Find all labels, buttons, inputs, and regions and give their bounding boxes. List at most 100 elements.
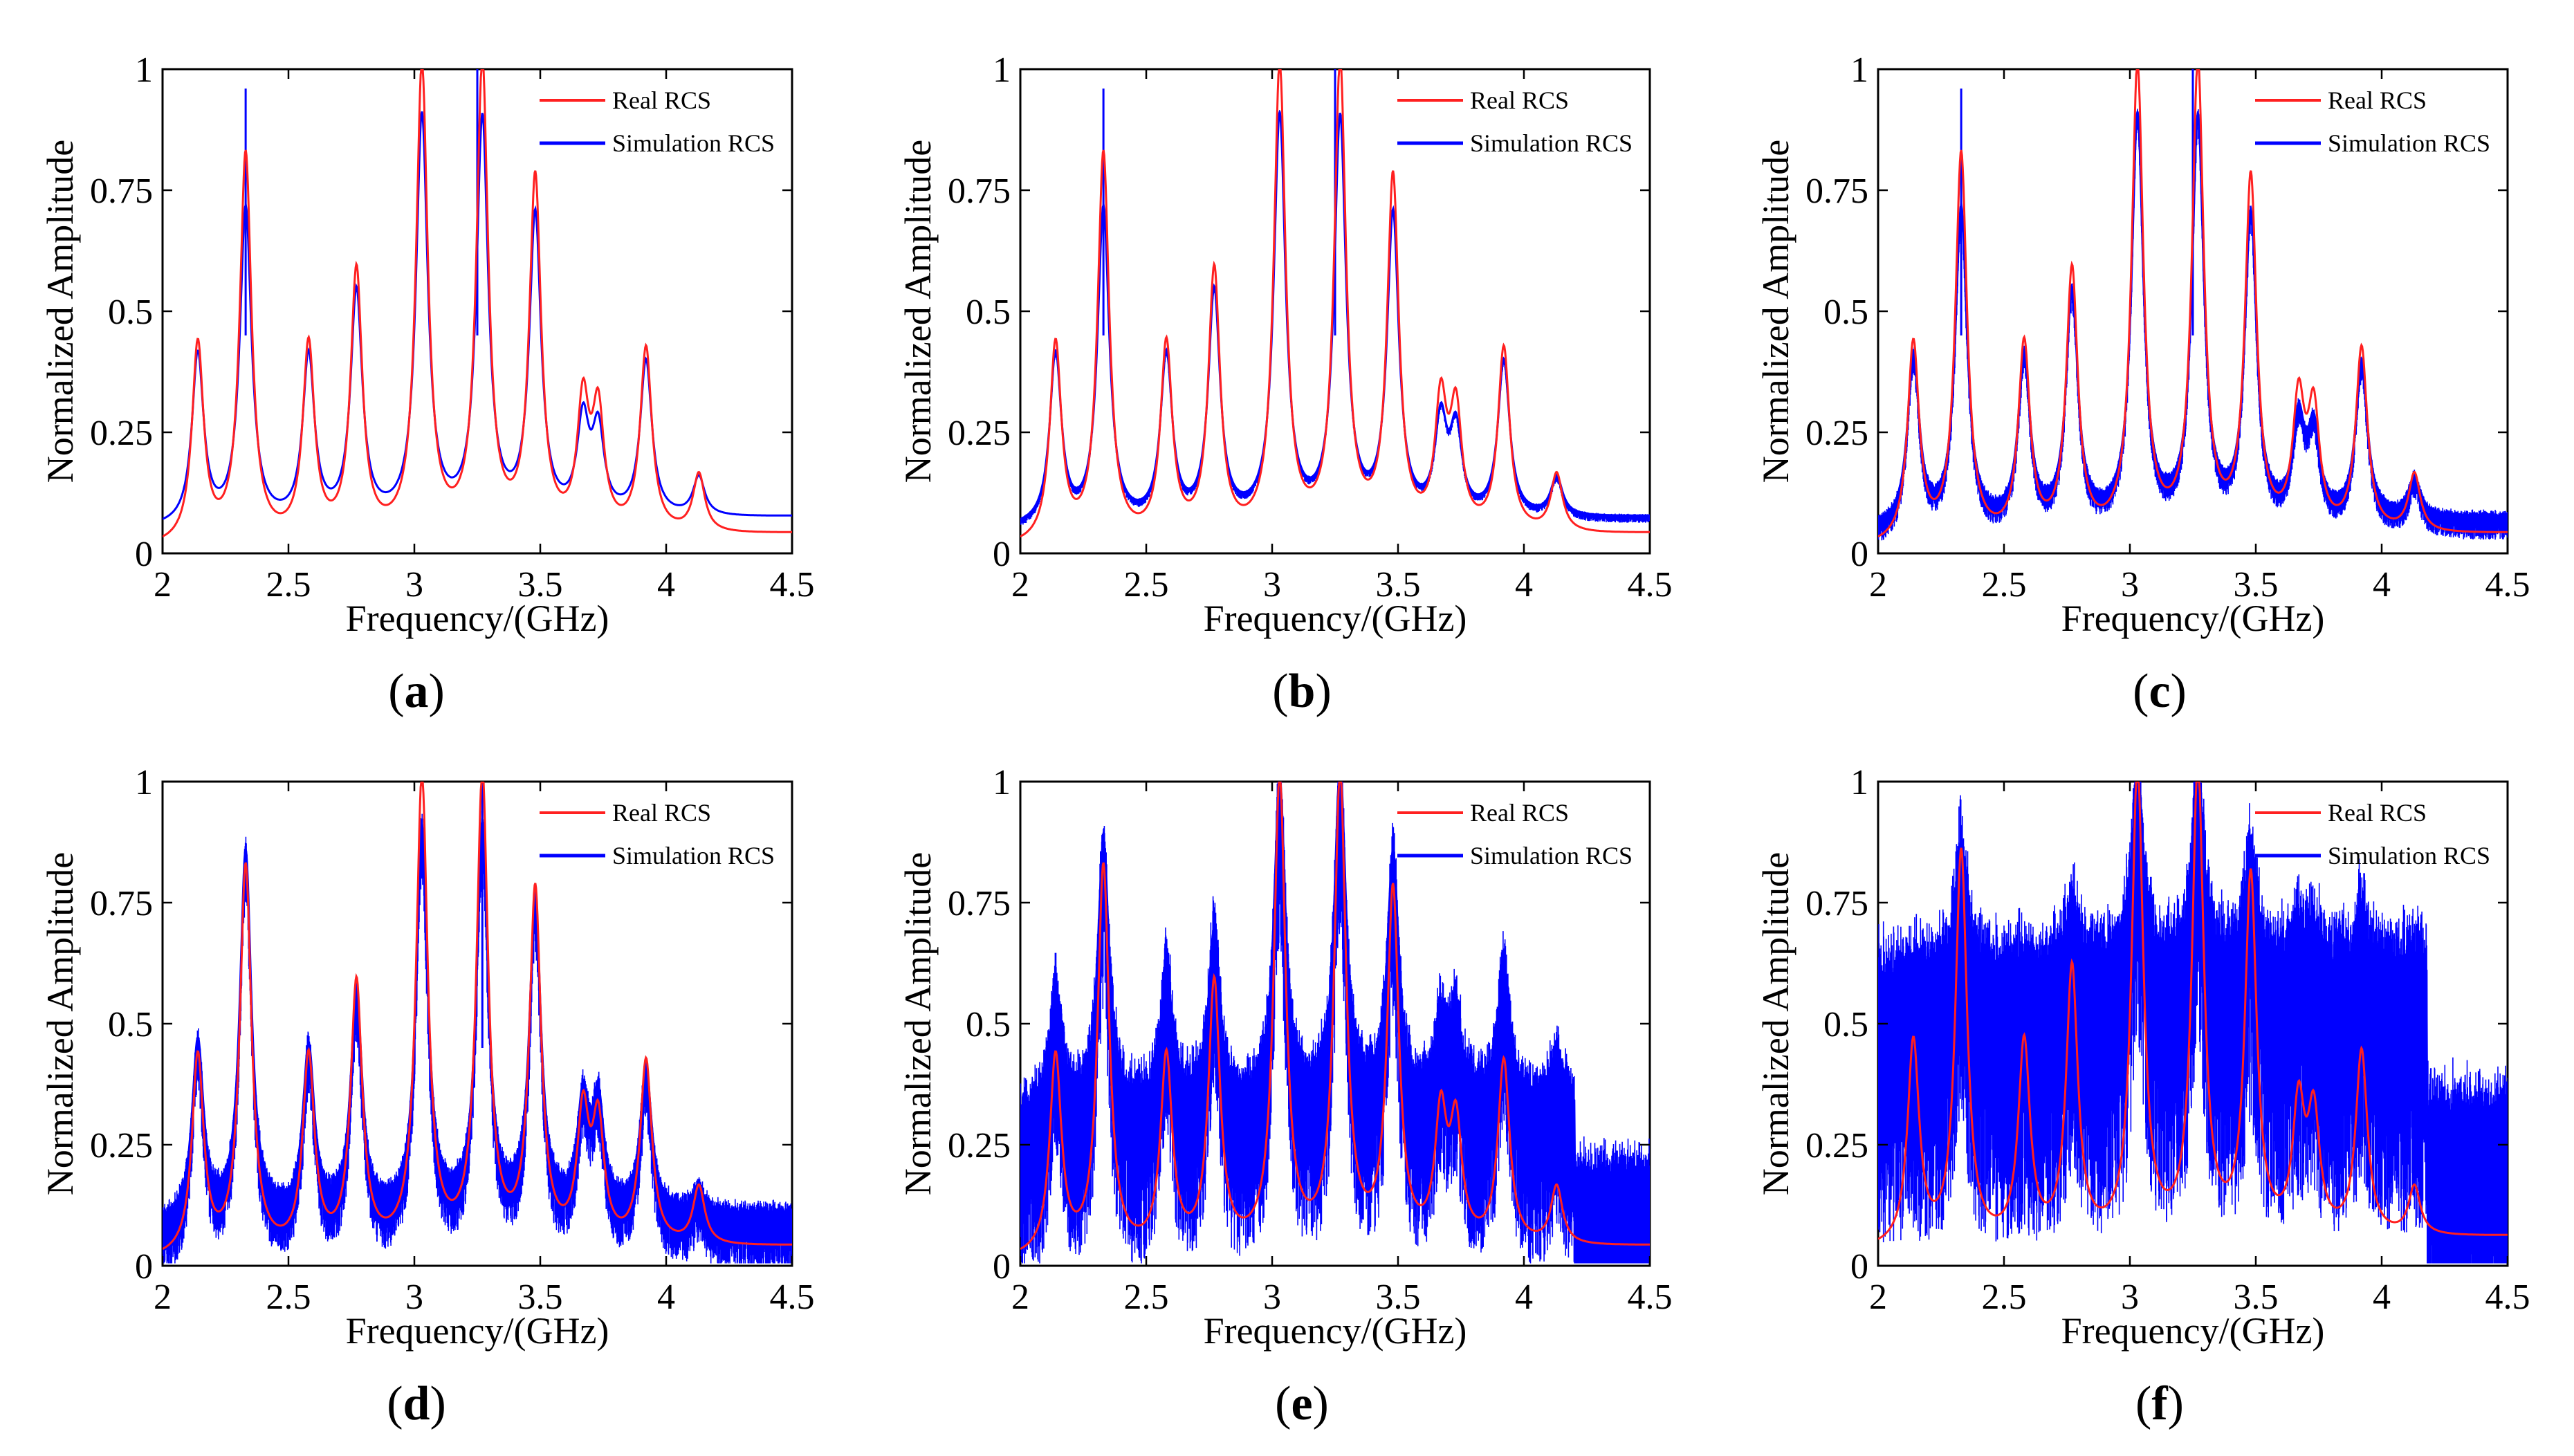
legend: Real RCS Simulation RCS: [1397, 799, 1633, 869]
x-tick-label: 2: [1869, 565, 1887, 605]
y-tick-label: 1: [993, 50, 1011, 90]
y-tick-label: 0.5: [966, 293, 1011, 332]
legend-label: Real RCS: [1470, 799, 1569, 827]
simulation-series: [1878, 782, 2508, 1264]
x-tick-label: 4: [1515, 565, 1533, 605]
y-tick-label: 0.25: [1805, 1126, 1868, 1165]
caption-letter-f: f: [2151, 1377, 2168, 1430]
real-line: [1020, 69, 1650, 537]
real-series: [163, 69, 792, 537]
chart-panel-c: 2 2.5 3 3.5 4 4.5 0 0.25 0.5 0.75 1 Frequency/(GHz)…: [1755, 50, 2530, 639]
real-line: [1878, 69, 2508, 537]
y-tick-label: 0.5: [108, 1005, 153, 1044]
x-tick-label: 3: [1263, 565, 1281, 605]
legend-label: Simulation RCS: [2328, 842, 2490, 869]
simulation-series: [1020, 782, 1650, 1264]
x-tick-label: 4.5: [1628, 565, 1673, 605]
x-tick-label: 2.5: [1982, 565, 2027, 605]
caption-a: (a): [388, 665, 445, 718]
y-tick-label: 0.5: [1823, 1005, 1868, 1044]
x-tick-label: 3: [2121, 1278, 2139, 1317]
legend: Real RCS Simulation RCS: [540, 86, 775, 157]
x-tick-label: 3.5: [518, 1278, 563, 1317]
y-axis-label: Normalized Amplitude: [897, 140, 939, 483]
real-line: [163, 782, 792, 1250]
x-tick-label: 3.5: [1376, 565, 1421, 605]
simulation-noise-band: [1020, 782, 1650, 1264]
x-tick-label: 2: [1011, 1278, 1029, 1317]
x-axis-label: Frequency/(GHz): [346, 1310, 609, 1352]
y-tick-label: 0: [1850, 535, 1868, 574]
legend-label: Simulation RCS: [612, 129, 775, 157]
y-tick-label: 0.25: [90, 414, 153, 453]
x-tick-label: 3: [405, 1278, 423, 1317]
legend-label: Simulation RCS: [1470, 842, 1633, 869]
x-axis-label: Frequency/(GHz): [1204, 1310, 1467, 1352]
caption-f: (f): [2135, 1377, 2184, 1430]
legend-label: Real RCS: [612, 86, 711, 114]
caption-b: (b): [1272, 665, 1332, 718]
caption-d: (d): [387, 1377, 446, 1430]
y-axis-label: Normalized Amplitude: [897, 852, 939, 1195]
x-axis-label: Frequency/(GHz): [346, 598, 609, 639]
x-axis-label: Frequency/(GHz): [2061, 1310, 2325, 1352]
x-tick-label: 4: [657, 1278, 675, 1317]
x-tick-label: 4.5: [1628, 1278, 1673, 1317]
x-tick-label: 2: [154, 565, 172, 605]
x-tick-label: 3.5: [1376, 1278, 1421, 1317]
x-tick-label: 4.5: [2485, 1278, 2530, 1317]
real-series: [1020, 69, 1650, 537]
y-tick-label: 0.25: [1805, 414, 1868, 453]
caption-letter-b: b: [1288, 665, 1316, 718]
y-tick-label: 1: [1850, 50, 1868, 90]
x-tick-label: 3: [2121, 565, 2139, 605]
y-tick-label: 0.25: [948, 1126, 1011, 1165]
y-tick-label: 0.75: [1805, 884, 1868, 923]
caption-e: (e): [1275, 1377, 1329, 1430]
y-tick-label: 1: [135, 50, 153, 90]
real-series: [1878, 69, 2508, 537]
x-tick-label: 2.5: [266, 565, 311, 605]
legend-label: Simulation RCS: [2328, 129, 2490, 157]
legend-label: Real RCS: [1470, 86, 1569, 114]
x-tick-label: 4.5: [2485, 565, 2530, 605]
legend: Real RCS Simulation RCS: [1397, 86, 1633, 157]
y-tick-label: 0.75: [1805, 172, 1868, 211]
real-series: [163, 782, 792, 1250]
legend-label: Real RCS: [612, 799, 711, 827]
x-tick-label: 2: [1011, 565, 1029, 605]
real-line: [1878, 782, 2508, 1240]
x-tick-label: 3.5: [2234, 565, 2279, 605]
y-tick-label: 0.25: [948, 414, 1011, 453]
x-tick-label: 4: [2373, 1278, 2391, 1317]
simulation-noise-band: [1878, 782, 2508, 1264]
x-tick-label: 3.5: [2234, 1278, 2279, 1317]
y-tick-label: 1: [1850, 763, 1868, 802]
simulation-line: [1020, 782, 1650, 1180]
y-axis-label: Normalized Amplitude: [39, 140, 81, 483]
x-tick-label: 2.5: [1124, 565, 1169, 605]
real-series: [1878, 782, 2508, 1240]
x-tick-label: 2: [154, 1278, 172, 1317]
x-tick-label: 4: [1515, 1278, 1533, 1317]
y-tick-label: 0: [993, 535, 1011, 574]
x-tick-label: 3: [405, 565, 423, 605]
legend-label: Real RCS: [2328, 799, 2427, 827]
caption-letter-c: c: [2149, 665, 2171, 718]
y-tick-label: 0: [135, 1247, 153, 1287]
y-tick-label: 1: [135, 763, 153, 802]
legend: Real RCS Simulation RCS: [540, 799, 775, 869]
x-tick-label: 2: [1869, 1278, 1887, 1317]
y-tick-label: 0.25: [90, 1126, 153, 1165]
y-tick-label: 0.75: [948, 172, 1011, 211]
legend: Real RCS Simulation RCS: [2255, 799, 2490, 869]
simulation-noise-band: [163, 811, 792, 1264]
y-tick-label: 0.5: [108, 293, 153, 332]
legend: Real RCS Simulation RCS: [2255, 86, 2490, 157]
real-series: [1020, 782, 1650, 1250]
x-tick-label: 2.5: [266, 1278, 311, 1317]
legend-label: Simulation RCS: [1470, 129, 1633, 157]
x-tick-label: 3.5: [518, 565, 563, 605]
x-tick-label: 3: [1263, 1278, 1281, 1317]
caption-letter-a: a: [404, 665, 429, 718]
